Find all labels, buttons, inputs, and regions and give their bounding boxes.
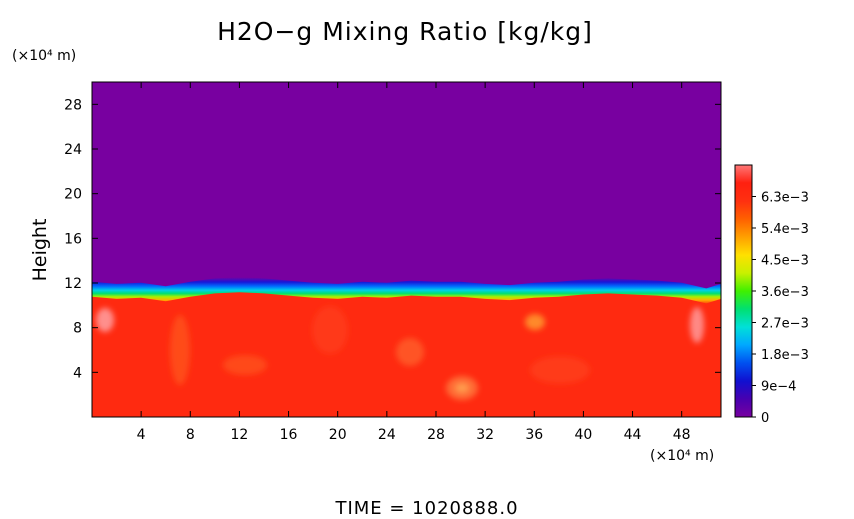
- eddy: [396, 338, 424, 366]
- y-axis: 4 8 12 16 20 24 28: [64, 97, 721, 381]
- time-label: TIME = 1020888.0: [334, 498, 518, 519]
- plot-area: [92, 82, 721, 417]
- eddies: [96, 306, 704, 400]
- x-tick-label: 36: [525, 427, 543, 443]
- eddy: [223, 355, 267, 375]
- y-tick-label: 8: [73, 321, 82, 337]
- y-tick-label: 12: [64, 276, 82, 292]
- colorbar: [734, 164, 753, 418]
- y-unit-label: (×10⁴ m): [12, 48, 76, 64]
- x-tick-label: 40: [574, 427, 592, 443]
- colorbar-tick-label: 9e−4: [761, 380, 796, 395]
- eddy: [530, 356, 590, 384]
- x-tick-label: 12: [231, 427, 249, 443]
- interface-band: [92, 277, 721, 305]
- y-axis-label: Height: [29, 219, 51, 282]
- eddy: [312, 306, 348, 354]
- colorbar-ticks: 0 9e−4 1.8e−3 2.7e−3 3.6e−3 4.5e−3 5.4e−3 6.3e−…: [752, 191, 809, 426]
- x-tick-label: 24: [378, 427, 396, 443]
- colorbar-tick-label: 5.4e−3: [761, 222, 809, 237]
- x-tick-label: 48: [673, 427, 691, 443]
- x-tick-label: 8: [186, 427, 195, 443]
- colorbar-tick-label: 2.7e−3: [761, 317, 809, 332]
- colorbar-tick-label: 1.8e−3: [761, 348, 809, 363]
- y-tick-label: 16: [64, 231, 82, 247]
- chart-title: H2O−g Mixing Ratio [kg/kg]: [217, 17, 593, 46]
- eddy: [525, 314, 545, 330]
- x-tick-label: 28: [427, 427, 445, 443]
- eddy: [170, 315, 190, 385]
- colorbar-tick-label: 3.6e−3: [761, 285, 809, 300]
- eddy: [96, 308, 114, 332]
- plot-frame: [91, 81, 722, 418]
- y-tick-label: 20: [64, 187, 82, 203]
- colorbar-tick-label: 4.5e−3: [761, 254, 809, 269]
- x-tick-label: 4: [137, 427, 146, 443]
- x-tick-label: 32: [476, 427, 494, 443]
- y-tick-label: 24: [64, 142, 82, 158]
- x-tick-label: 16: [280, 427, 298, 443]
- x-axis: 4 8 12 16 20 24 28 32 36 40 44 48: [137, 82, 691, 443]
- y-tick-label: 4: [73, 365, 82, 381]
- x-unit-label: (×10⁴ m): [650, 448, 714, 464]
- y-tick-label: 28: [64, 97, 82, 113]
- eddy: [455, 383, 469, 393]
- eddy: [690, 307, 704, 343]
- x-tick-label: 20: [329, 427, 347, 443]
- x-tick-label: 44: [624, 427, 642, 443]
- colorbar-tick-label: 6.3e−3: [761, 191, 809, 206]
- colorbar-tick-label: 0: [761, 411, 769, 426]
